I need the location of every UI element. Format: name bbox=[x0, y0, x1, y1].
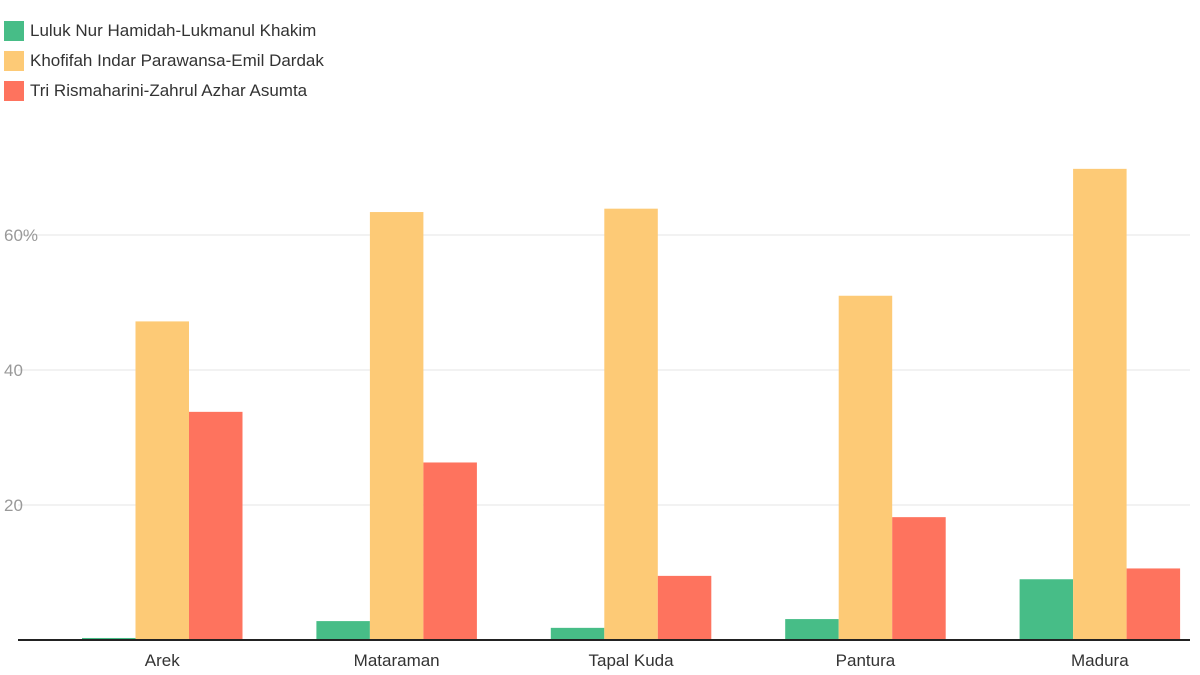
bar-mataraman-series-1 bbox=[316, 621, 370, 640]
x-tick-label-pantura: Pantura bbox=[836, 651, 896, 670]
bar-madura-series-2 bbox=[1073, 168, 1127, 640]
legend-item-khofifah: Khofifah Indar Parawansa-Emil Dardak bbox=[4, 46, 324, 76]
x-tick-label-tapal-kuda: Tapal Kuda bbox=[589, 651, 675, 670]
bar-madura-series-1 bbox=[1019, 579, 1074, 640]
bar-arek-series-2 bbox=[135, 321, 189, 640]
bar-pantura-series-2 bbox=[838, 295, 893, 640]
y-tick-label-20: 20 bbox=[4, 496, 23, 515]
x-tick-label-madura: Madura bbox=[1071, 651, 1129, 670]
y-tick-label-60: 60% bbox=[4, 226, 38, 245]
legend-label-luluk: Luluk Nur Hamidah-Lukmanul Khakim bbox=[30, 21, 317, 40]
y-tick-label-40: 40 bbox=[4, 361, 23, 380]
chart-legend: Luluk Nur Hamidah-Lukmanul Khakim Khofif… bbox=[4, 16, 324, 106]
legend-swatch-luluk bbox=[4, 21, 24, 41]
legend-label-risma: Tri Rismaharini-Zahrul Azhar Asumta bbox=[30, 81, 308, 100]
bar-mataraman-series-2 bbox=[369, 212, 424, 641]
legend-swatch-khofifah bbox=[4, 51, 24, 71]
legend-item-luluk: Luluk Nur Hamidah-Lukmanul Khakim bbox=[4, 16, 324, 46]
x-tick-label-arek: Arek bbox=[145, 651, 180, 670]
bar-tapal-kuda-series-3 bbox=[657, 575, 712, 640]
bar-arek-series-3 bbox=[189, 411, 243, 640]
legend-label-khofifah: Khofifah Indar Parawansa-Emil Dardak bbox=[30, 51, 324, 70]
bar-pantura-series-1 bbox=[785, 619, 839, 640]
bar-tapal-kuda-series-2 bbox=[604, 208, 658, 641]
bar-tapal-kuda-series-1 bbox=[550, 627, 605, 640]
bar-madura-series-3 bbox=[1126, 568, 1181, 640]
bar-pantura-series-3 bbox=[892, 517, 946, 640]
legend-swatch-risma bbox=[4, 81, 24, 101]
legend-item-risma: Tri Rismaharini-Zahrul Azhar Asumta bbox=[4, 76, 324, 106]
bar-mataraman-series-3 bbox=[423, 462, 477, 640]
bar-arek-series-1 bbox=[82, 637, 136, 640]
x-tick-label-mataraman: Mataraman bbox=[354, 651, 440, 670]
